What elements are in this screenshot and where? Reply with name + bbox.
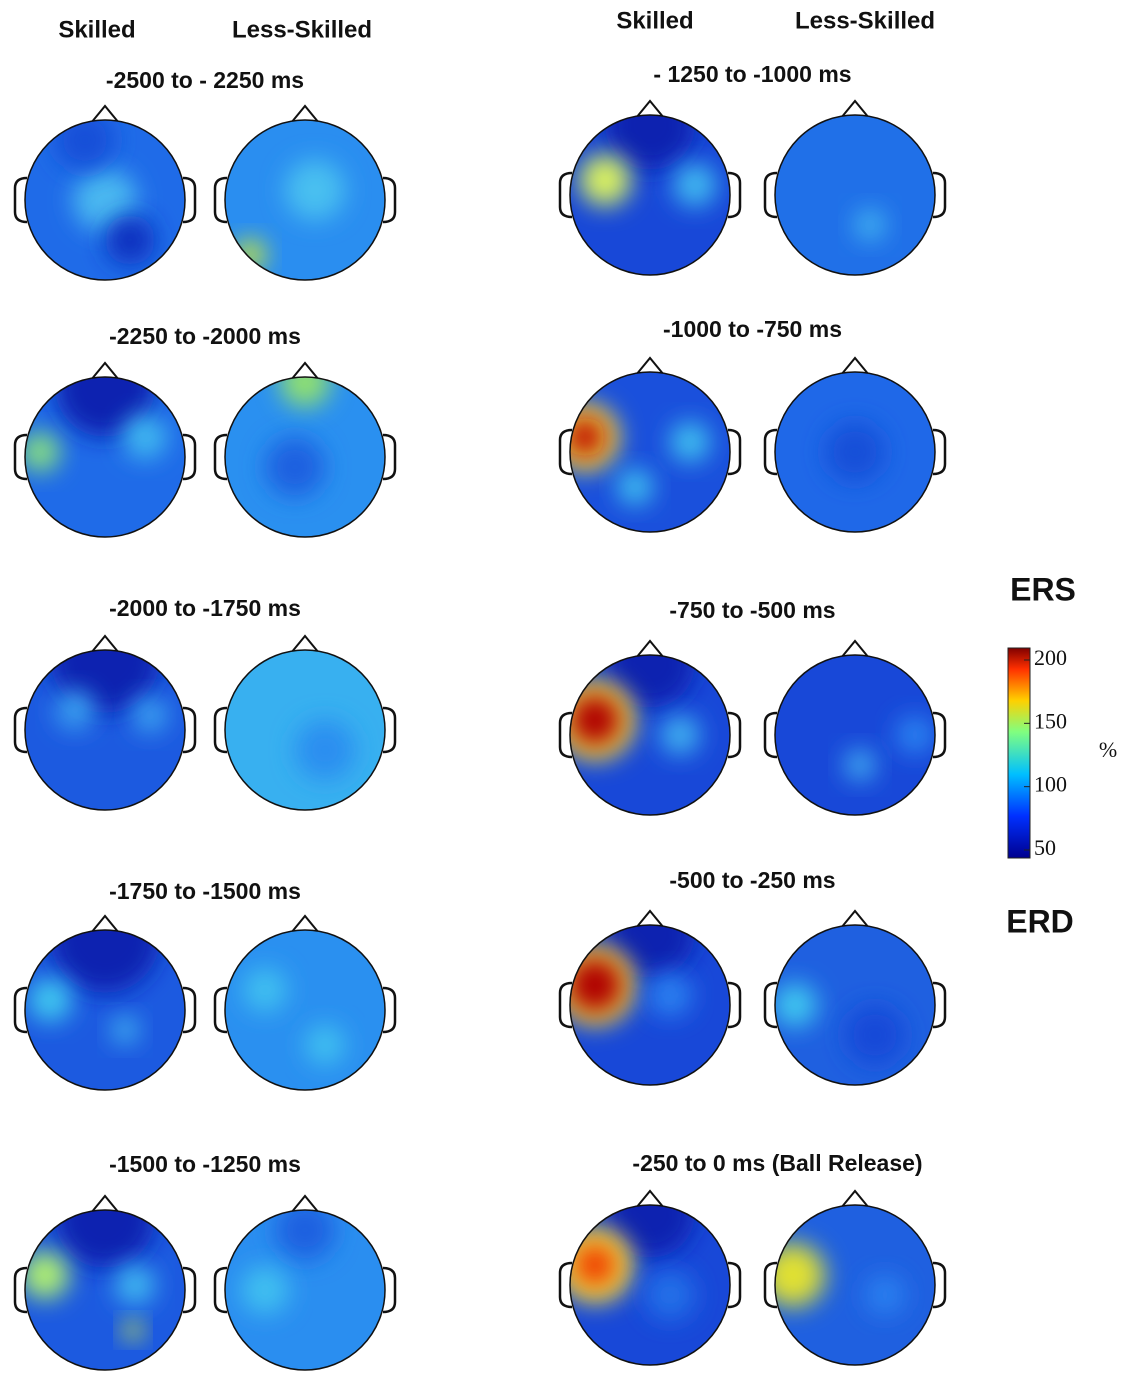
map-fill [761, 1205, 935, 1365]
map-fill [555, 888, 730, 1085]
map-blob [660, 715, 700, 755]
topomap [215, 636, 395, 810]
colorbar-tick-label: 200 [1034, 645, 1067, 670]
map-blob [617, 469, 653, 505]
panel-title: -2500 to - 2250 ms [106, 67, 304, 93]
map-blob [579, 154, 631, 206]
topomap [765, 101, 945, 275]
map-blob [265, 437, 325, 497]
colorbar [1008, 648, 1030, 858]
map-blob [243, 968, 287, 1012]
map-blob [645, 1270, 695, 1320]
map-blob [670, 422, 710, 462]
panel-title: -750 to -500 ms [669, 597, 835, 623]
colorbar-top-label: ERS [1010, 571, 1076, 607]
map-blob [21, 1251, 69, 1299]
colorbar-tick-label: 150 [1034, 708, 1067, 733]
map-fill [775, 115, 935, 275]
map-blob [295, 720, 355, 780]
map-blob [825, 422, 885, 482]
panel-title: -250 to 0 ms (Ball Release) [632, 1150, 922, 1176]
panel-title: -2250 to -2000 ms [109, 323, 301, 349]
colorbar-tick-label: 100 [1034, 772, 1067, 797]
map-blob [241, 1266, 289, 1314]
column-header: Less-Skilled [232, 16, 372, 43]
panel-title: -2000 to -1750 ms [109, 595, 301, 621]
topomap [765, 641, 945, 815]
map-fill [555, 618, 730, 815]
map-base [225, 930, 385, 1090]
map-fill [225, 357, 385, 537]
map-base [775, 115, 935, 275]
colorbar-bottom-label: ERD [1006, 903, 1074, 939]
panel-title: -500 to -250 ms [669, 867, 835, 893]
map-blob [28, 978, 72, 1022]
topomap [555, 888, 740, 1085]
map-blob [123, 1320, 143, 1340]
topomap [215, 916, 395, 1090]
map-blob [895, 715, 935, 755]
topomap [15, 603, 195, 810]
map-fill [775, 655, 935, 815]
topomap [15, 883, 195, 1090]
map-blob [132, 697, 168, 733]
map-blob [285, 160, 345, 220]
map-blob [115, 1265, 155, 1305]
map-blob [854, 209, 886, 241]
map-blob [105, 215, 155, 265]
column-header: Skilled [58, 16, 135, 43]
colorbar-tick-label: 50 [1034, 835, 1056, 860]
panel-title: - 1250 to -1000 ms [653, 61, 851, 87]
topomap [15, 106, 195, 280]
map-blob [844, 749, 876, 781]
map-blob [305, 1025, 345, 1065]
map-fill [551, 372, 730, 532]
map-fill [25, 883, 185, 1090]
map-blob [55, 690, 95, 730]
map-blob [773, 983, 817, 1027]
topomap [551, 358, 740, 532]
map-fill [225, 120, 385, 280]
topomap [215, 357, 395, 537]
topomap [765, 911, 945, 1085]
map-blob [605, 80, 695, 170]
topomap [560, 80, 740, 275]
map-fill [775, 372, 935, 532]
map-blob [865, 1275, 905, 1315]
panel-title: -1000 to -750 ms [663, 316, 842, 342]
panel-title: -1500 to -1250 ms [109, 1151, 301, 1177]
figure: Skilled Less-Skilled Skilled Less-Skille… [0, 0, 1129, 1378]
column-header: Less-Skilled [795, 7, 935, 34]
map-blob [567, 957, 623, 1013]
map-blob [845, 1005, 905, 1065]
map-fill [225, 1200, 385, 1370]
map-blob [673, 163, 717, 207]
map-blob [761, 1243, 825, 1307]
topomap [555, 618, 740, 815]
map-blob [123, 415, 167, 459]
map-blob [573, 1243, 617, 1287]
topomap [765, 358, 945, 532]
column-header: Skilled [616, 7, 693, 34]
topomap [761, 1191, 945, 1365]
map-fill [225, 930, 385, 1090]
colorbar-unit: % [1099, 737, 1117, 762]
map-fill [25, 110, 185, 280]
map-fill [225, 650, 385, 810]
topomap [15, 1168, 195, 1370]
map-fill [25, 603, 185, 810]
map-blob [648, 973, 692, 1017]
map-blob [111, 1016, 139, 1044]
topomap [557, 1168, 740, 1365]
topomap [215, 1196, 395, 1370]
topomap [15, 337, 195, 537]
topomap [215, 106, 395, 280]
panel-title: -1750 to -1500 ms [109, 878, 301, 904]
